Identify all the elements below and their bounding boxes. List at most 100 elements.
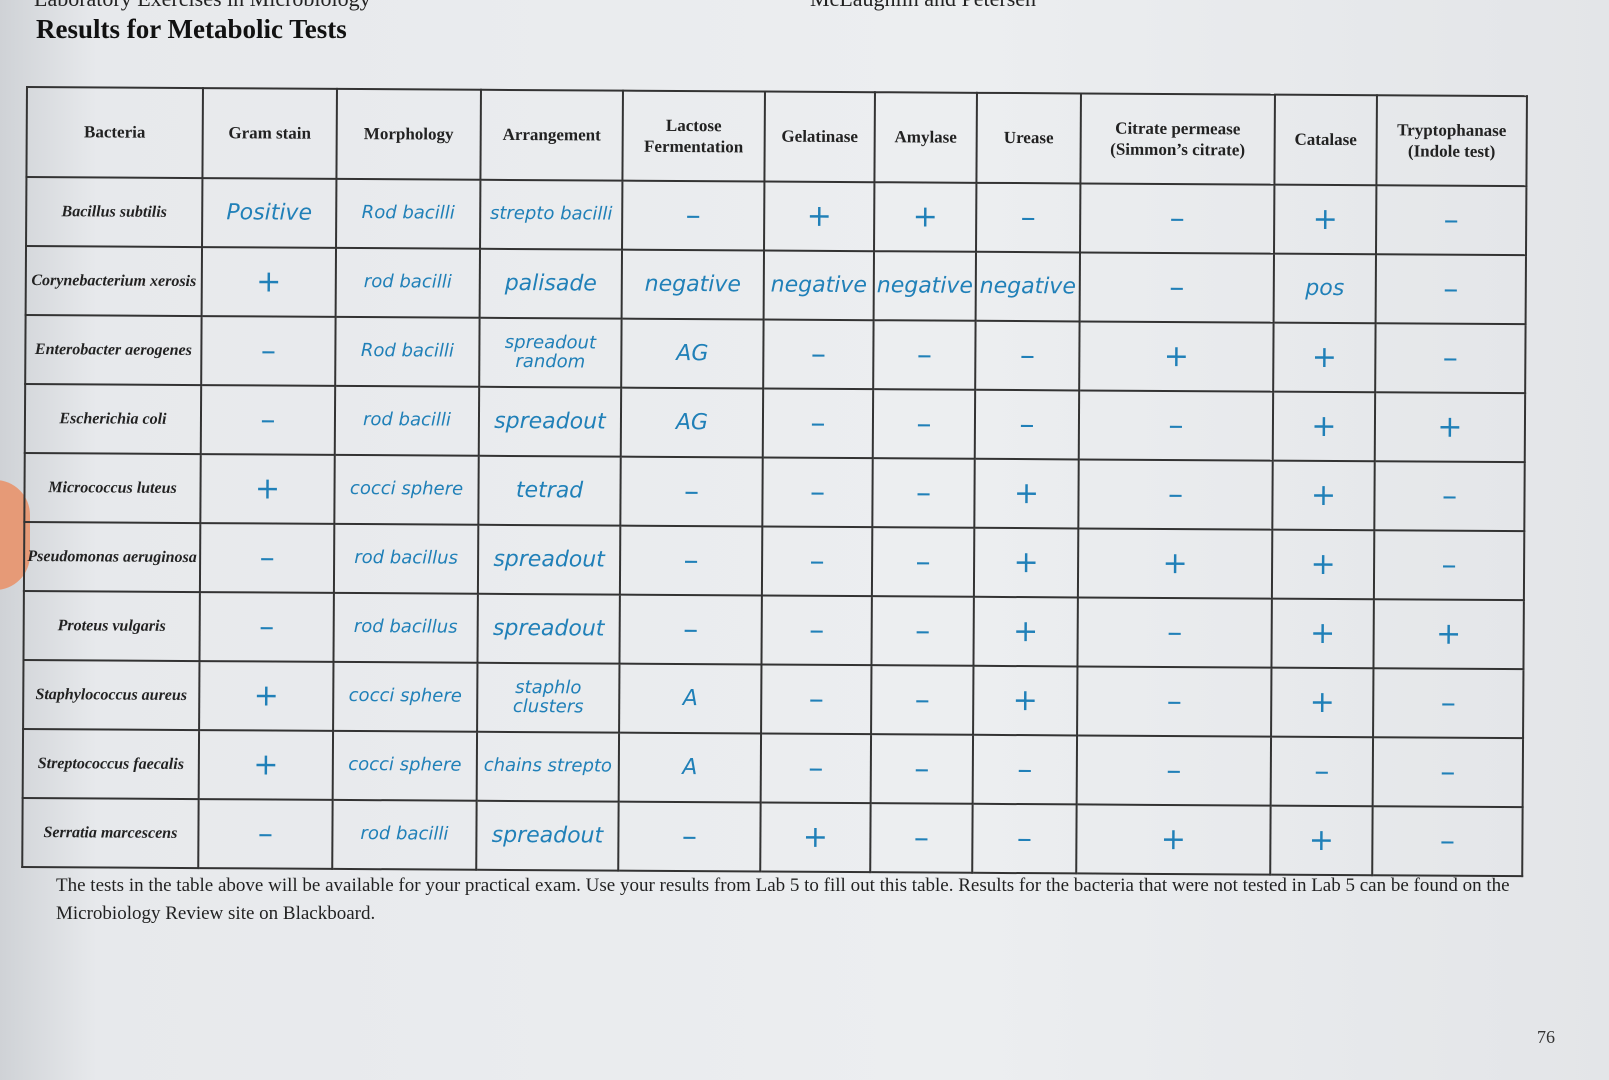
column-header: Arrangement xyxy=(480,89,623,181)
result-cell: palisade xyxy=(479,248,623,319)
bacteria-name: Enterobacter aerogenes xyxy=(25,315,202,386)
result-cell: – xyxy=(1077,597,1272,668)
handwritten-entry: cocci sphere xyxy=(348,685,462,707)
result-cell: + xyxy=(764,181,875,252)
result-cell: tetrad xyxy=(478,455,621,526)
result-cell: rod bacillus xyxy=(333,523,479,594)
handwritten-entry: + xyxy=(1435,616,1462,652)
handwritten-entry: + xyxy=(1162,545,1188,581)
result-cell: – xyxy=(871,665,974,735)
handwritten-entry: spreadout xyxy=(491,822,604,849)
column-header: Gelatinase xyxy=(764,91,875,183)
result-cell: – xyxy=(1375,323,1526,394)
result-cell: – xyxy=(1373,530,1525,601)
result-cell: – xyxy=(763,319,874,390)
result-cell: rod bacilli xyxy=(332,799,477,870)
result-cell: – xyxy=(872,458,975,528)
handwritten-entry: spreadout random xyxy=(504,331,597,372)
result-cell: – xyxy=(199,592,334,662)
result-cell: rod bacilli xyxy=(335,247,481,318)
handwritten-entry: – xyxy=(916,406,932,442)
result-cell: – xyxy=(1373,668,1524,739)
handwritten-entry: – xyxy=(1020,199,1036,235)
handwritten-entry: – xyxy=(915,475,932,511)
handwritten-entry: + xyxy=(1013,544,1039,580)
handwritten-entry: negative xyxy=(979,273,1076,300)
table-row: Streptococcus faecalis + cocci sphere chain… xyxy=(22,728,1524,808)
result-cell: + xyxy=(1273,322,1376,393)
handwritten-entry: – xyxy=(1440,754,1456,790)
result-cell: – xyxy=(870,803,973,873)
bacteria-name: Escherichia coli xyxy=(24,384,202,455)
handwritten-entry: spreadout xyxy=(494,408,606,435)
result-cell: – xyxy=(871,596,974,666)
result-cell: – xyxy=(974,389,1080,460)
handwritten-entry: rod bacilli xyxy=(362,409,451,431)
handwritten-entry: – xyxy=(1441,478,1458,514)
result-cell: – xyxy=(761,526,873,597)
handwritten-entry: – xyxy=(1169,269,1185,305)
handwritten-entry: rod bacilli xyxy=(363,271,452,293)
result-cell: – xyxy=(1372,806,1523,877)
thumb-edge xyxy=(0,480,30,590)
handwritten-entry: – xyxy=(1439,823,1456,859)
handwritten-entry: + xyxy=(1309,684,1335,720)
handwritten-entry: – xyxy=(257,816,274,852)
handwritten-entry: – xyxy=(808,750,824,786)
table-row: Enterobacter aerogenes – Rod bacilli spread… xyxy=(25,315,1526,394)
handwritten-entry: cocci sphere xyxy=(349,478,464,500)
handwritten-entry: + xyxy=(802,819,829,855)
handwritten-entry: rod bacilli xyxy=(360,823,449,845)
handwritten-entry: – xyxy=(260,402,276,438)
column-header: Citrate permease (Simmon’s citrate) xyxy=(1080,93,1275,185)
results-table: Bacteria Gram stain Morphology Arrangement L… xyxy=(21,86,1528,877)
handwritten-entry: – xyxy=(1167,476,1184,512)
result-cell: – xyxy=(761,595,872,666)
page-number: 76 xyxy=(1537,1027,1555,1047)
result-cell: + xyxy=(201,247,337,317)
result-cell: spreadout xyxy=(477,593,620,664)
result-cell: + xyxy=(1076,804,1271,875)
handwritten-entry: – xyxy=(810,336,826,372)
handwritten-entry: + xyxy=(1163,338,1190,374)
result-cell: – xyxy=(872,389,976,459)
handwritten-entry: spreadout xyxy=(493,546,605,573)
handwritten-entry: + xyxy=(912,199,938,235)
handwritten-entry: – xyxy=(1441,547,1457,583)
result-cell: – xyxy=(1270,736,1374,807)
handwritten-entry: chains strepto xyxy=(483,754,613,777)
result-cell: negative xyxy=(975,251,1081,322)
handwritten-entry: negative xyxy=(876,273,974,299)
handwritten-entry: – xyxy=(1314,753,1330,789)
result-cell: – xyxy=(760,733,872,804)
result-cell: – xyxy=(201,316,336,386)
bacteria-name: Proteus vulgaris xyxy=(23,590,200,662)
result-cell: – xyxy=(1374,461,1525,532)
handwritten-entry: – xyxy=(808,681,824,717)
handwritten-entry: – xyxy=(1166,683,1182,719)
handwritten-entry: – xyxy=(913,820,930,856)
handwritten-entry: – xyxy=(259,609,275,645)
result-cell: – xyxy=(976,182,1081,253)
result-cell: – xyxy=(1078,390,1274,461)
bacteria-name: Pseudomonas aeruginosa xyxy=(23,521,201,593)
result-cell: – xyxy=(1080,183,1275,254)
result-cell: negative xyxy=(763,250,875,321)
result-cell: – xyxy=(620,456,763,527)
handwritten-entry: + xyxy=(1310,546,1336,582)
book-title: Laboratory Exercises in Microbiology xyxy=(34,0,371,12)
table-row: Pseudomonas aeruginosa – rod bacillus sprea… xyxy=(23,521,1525,601)
handwritten-entry: rod bacillus xyxy=(353,616,458,638)
handwritten-entry: negative xyxy=(770,272,867,299)
handwritten-entry: – xyxy=(810,405,826,441)
table-row: Proteus vulgaris – rod bacillus spreadout – –… xyxy=(23,590,1524,670)
handwritten-entry: – xyxy=(809,543,825,579)
handwritten-entry: rod bacillus xyxy=(354,547,459,569)
handwritten-entry: – xyxy=(685,197,701,233)
column-header: Catalase xyxy=(1274,94,1377,186)
handwritten-entry: – xyxy=(683,611,699,647)
handwritten-entry: – xyxy=(1168,407,1184,443)
result-cell: – xyxy=(1078,459,1273,530)
table-row: Bacillus subtilis Positive Rod bacilli stre… xyxy=(26,177,1527,256)
